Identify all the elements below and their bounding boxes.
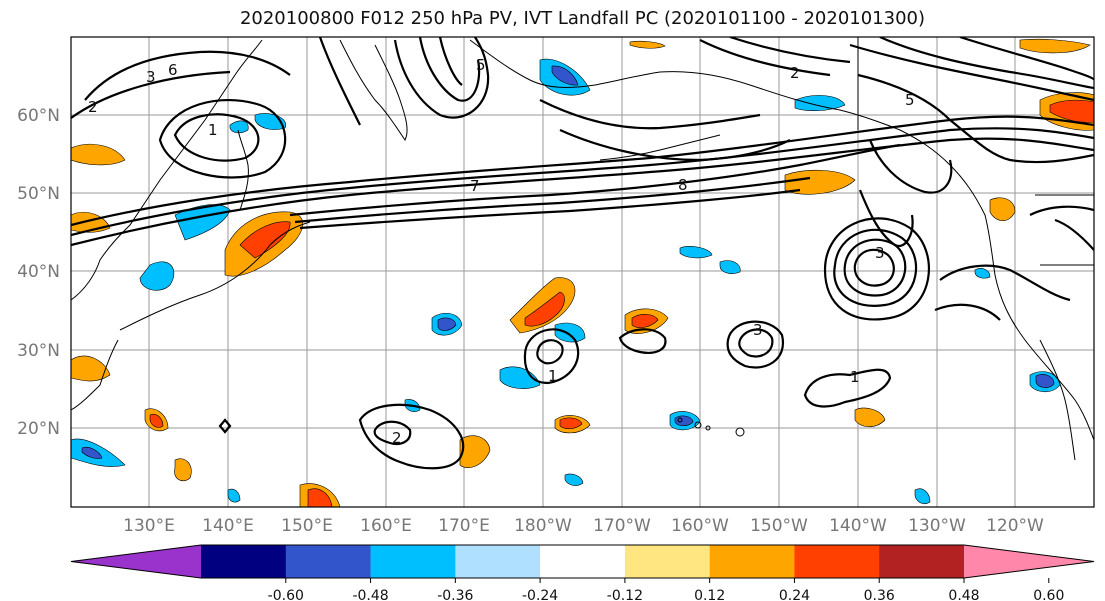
colorbar-tick-label: -0.12 [607, 588, 643, 601]
colorbar: -0.60 -0.48 -0.36 -0.24 -0.12 0.12 0.24 0.36 0.4… [70, 544, 1095, 601]
lat-label: 20°N [17, 419, 60, 439]
contour-label: 3 [146, 68, 156, 86]
longitude-labels: 130°E 140°E 150°E 160°E 170°E 180°W 170°… [123, 516, 1044, 536]
lon-label: 140°W [829, 516, 887, 536]
contour-label: 2 [790, 64, 800, 82]
colorbar-tick-label: -0.48 [352, 588, 388, 601]
contour-label: 2 [88, 98, 98, 116]
lon-label: 130°E [123, 516, 175, 536]
contour-label: 3 [875, 244, 885, 262]
pv-contours [71, 37, 1094, 470]
colorbar-tick-label: 0.60 [1033, 588, 1064, 601]
colorbar-tick-label: -0.24 [522, 588, 558, 601]
map-background [71, 37, 1094, 507]
contour-label: 1 [208, 121, 218, 139]
colorbar-segment [285, 545, 372, 578]
contour-label: 7 [470, 177, 480, 195]
map-frame [70, 36, 1095, 508]
lon-label: 180°W [514, 516, 572, 536]
lon-label: 120°W [986, 516, 1044, 536]
colorbar-tick-label: 0.12 [694, 588, 725, 601]
contour-label: 3 [753, 321, 763, 339]
colorbar-tick-label: 0.24 [779, 588, 810, 601]
colorbar-tick-label: -0.60 [268, 588, 304, 601]
colorbar-tick-label: 0.48 [948, 588, 979, 601]
graticule [71, 37, 1094, 507]
contour-label: 8 [678, 176, 688, 194]
contour-label: 5 [476, 56, 486, 74]
contour-label: 6 [168, 61, 178, 79]
colorbar-extend-max [964, 545, 1094, 578]
colorbar-segment [879, 545, 965, 578]
lat-label: 30°N [17, 341, 60, 361]
contour-label: 5 [905, 91, 915, 109]
lon-label: 170°W [593, 516, 651, 536]
contour-label: 2 [392, 429, 402, 447]
colorbar-segment [794, 545, 880, 578]
colorbar-segment [540, 545, 626, 578]
lat-label: 40°N [17, 262, 60, 282]
lat-label: 60°N [17, 106, 60, 126]
colorbar-tick-label: -0.36 [437, 588, 473, 601]
lon-label: 150°W [750, 516, 808, 536]
contour-label: 1 [548, 367, 558, 385]
map-title: 2020100800 F012 250 hPa PV, IVT Landfall… [239, 8, 926, 29]
contour-label: 1 [850, 368, 860, 386]
latitude-labels: 60°N 50°N 40°N 30°N 20°N [17, 106, 60, 439]
coastlines [71, 37, 1094, 461]
colorbar-segment [709, 545, 795, 578]
colorbar-segment [201, 545, 287, 578]
lon-label: 160°E [360, 516, 412, 536]
lon-label: 160°W [671, 516, 729, 536]
lon-label: 130°W [908, 516, 966, 536]
colorbar-tick-label: 0.36 [864, 588, 895, 601]
lon-label: 170°E [438, 516, 490, 536]
colorbar-outline [70, 544, 1095, 579]
map-panel: 1 2 3 5 6 7 8 1 2 3 5 1 2 3 [70, 36, 1095, 508]
colorbar-extend-min [71, 545, 201, 578]
lon-label: 140°E [202, 516, 254, 536]
colorbar-segment [370, 545, 456, 578]
colorbar-segment [455, 545, 541, 578]
contour-labels: 1 2 3 5 6 7 8 1 2 3 5 1 2 3 [88, 56, 915, 447]
lon-label: 150°E [281, 516, 333, 536]
colorbar-segment [624, 545, 711, 578]
lat-label: 50°N [17, 184, 60, 204]
